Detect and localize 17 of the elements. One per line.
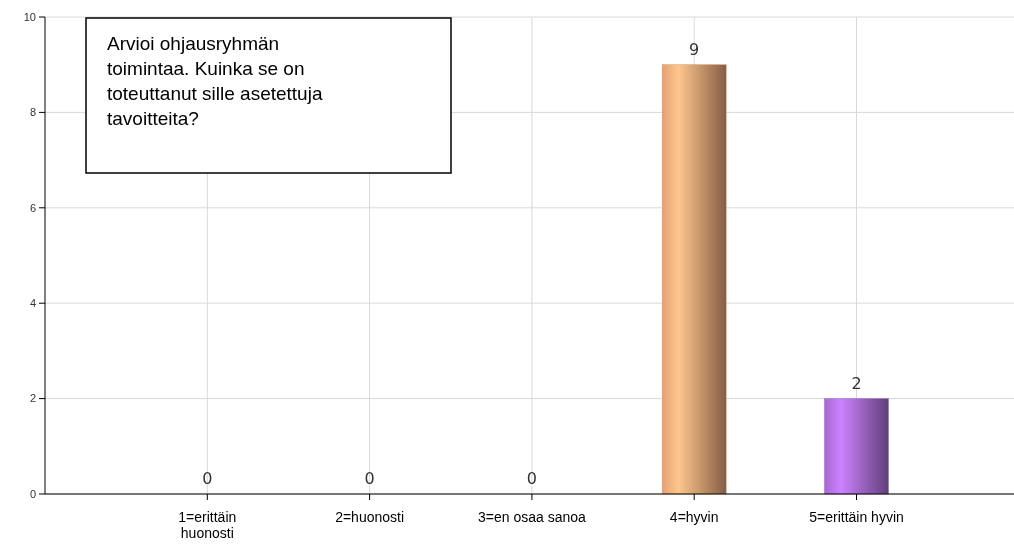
y-tick-label: 10 [23,10,36,23]
text: Arvioi ohjausryhmän toimintaa. Kuinka se on toteuttanut sille asetettuja tavoitteita? [107,33,323,129]
data-label: 0 [364,469,375,488]
data-label: 2 [851,373,862,393]
x-tick-label: 5=erittäin hyvin [809,509,904,525]
y-tick-label: 0 [29,487,36,500]
data-label: 0 [526,469,537,488]
data-label: 0 [202,469,213,488]
x-tick-label: 4=hyvin [669,509,719,525]
x-tick-label: 3=en osaa sanoa [477,509,587,525]
y-tick-label: 8 [29,106,36,119]
y-tick-label: 4 [29,297,36,310]
x-tick-label: 1=erittäin huonosti [178,509,237,541]
y-tick-label: 2 [29,392,36,405]
x-tick-label: 2=huonosti [335,509,405,525]
data-label: 9 [689,39,700,59]
y-tick-label: 6 [29,201,36,214]
